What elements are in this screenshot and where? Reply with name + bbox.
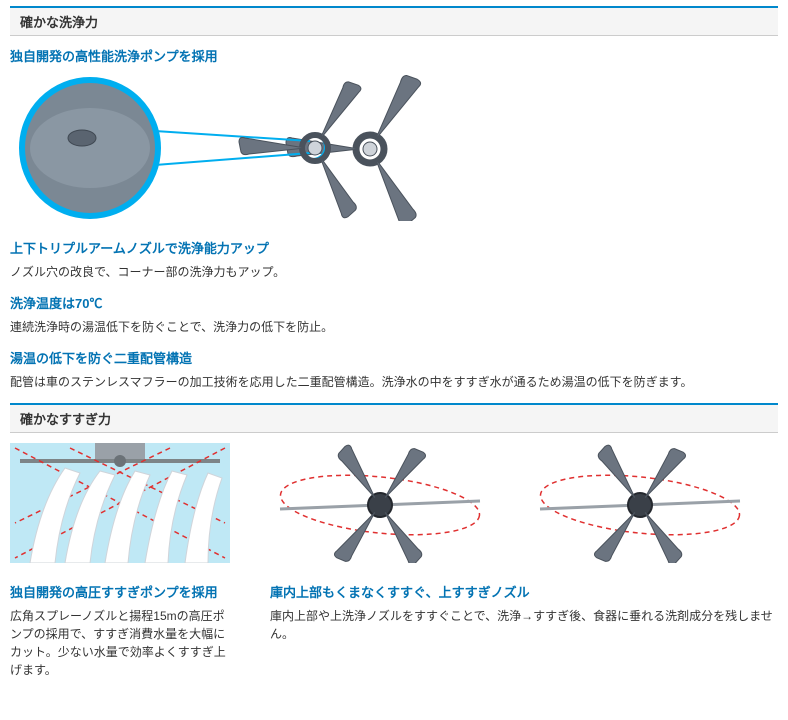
rinse-col1-text: 広角スプレーノズルと揚程15mの高圧ポンプの採用で、すすぎ消費水量を大幅にカット… (10, 607, 230, 679)
zoom-arm-diagram (10, 73, 230, 223)
rinse-image-arm-2 (530, 443, 750, 566)
sub-title-temp: 洗浄温度は70℃ (10, 293, 778, 312)
text-triple-arm: ノズル穴の改良で、コーナー部の洗浄力もアップ。 (10, 263, 778, 281)
section-header-rinse: 確かなすすぎ力 (10, 403, 778, 433)
rinse-col2-text: 庫内上部や上洗浄ノズルをすすぐことで、洗浄→すすぎ後、食器に垂れる洗剤成分を残し… (270, 607, 778, 643)
image-row-arms (10, 71, 778, 224)
sub-title-pump: 独自開発の高性能洗浄ポンプを採用 (10, 46, 778, 65)
rinse-col-1: 独自開発の高圧すすぎポンプを採用 広角スプレーノズルと揚程15mの高圧ポンプの採… (10, 572, 230, 691)
rinse-col1-title: 独自開発の高圧すすぎポンプを採用 (10, 582, 230, 601)
rinse-col-2: 庫内上部もくまなくすすぐ、上すすぎノズル 庫内上部や上洗浄ノズルをすすぐことで、… (270, 572, 778, 691)
rinse-image-row (10, 443, 778, 566)
sub-title-double-pipe: 湯温の低下を防ぐ二重配管構造 (10, 348, 778, 367)
rinse-image-spray (10, 443, 230, 566)
rinse-col2-title: 庫内上部もくまなくすすぐ、上すすぎノズル (270, 582, 778, 601)
text-temp: 連続洗浄時の湯温低下を防ぐことで、洗浄力の低下を防止。 (10, 318, 778, 336)
text-double-pipe: 配管は車のステンレスマフラーの加工技術を応用した二重配管構造。洗浄水の中をすすぎ… (10, 373, 778, 391)
sub-title-triple-arm: 上下トリプルアームノズルで洗浄能力アップ (10, 238, 778, 257)
section-header-cleaning: 確かな洗浄力 (10, 6, 778, 36)
rinse-image-arm-1 (270, 443, 490, 566)
rinse-text-row: 独自開発の高圧すすぎポンプを採用 広角スプレーノズルと揚程15mの高圧ポンプの採… (10, 572, 778, 691)
